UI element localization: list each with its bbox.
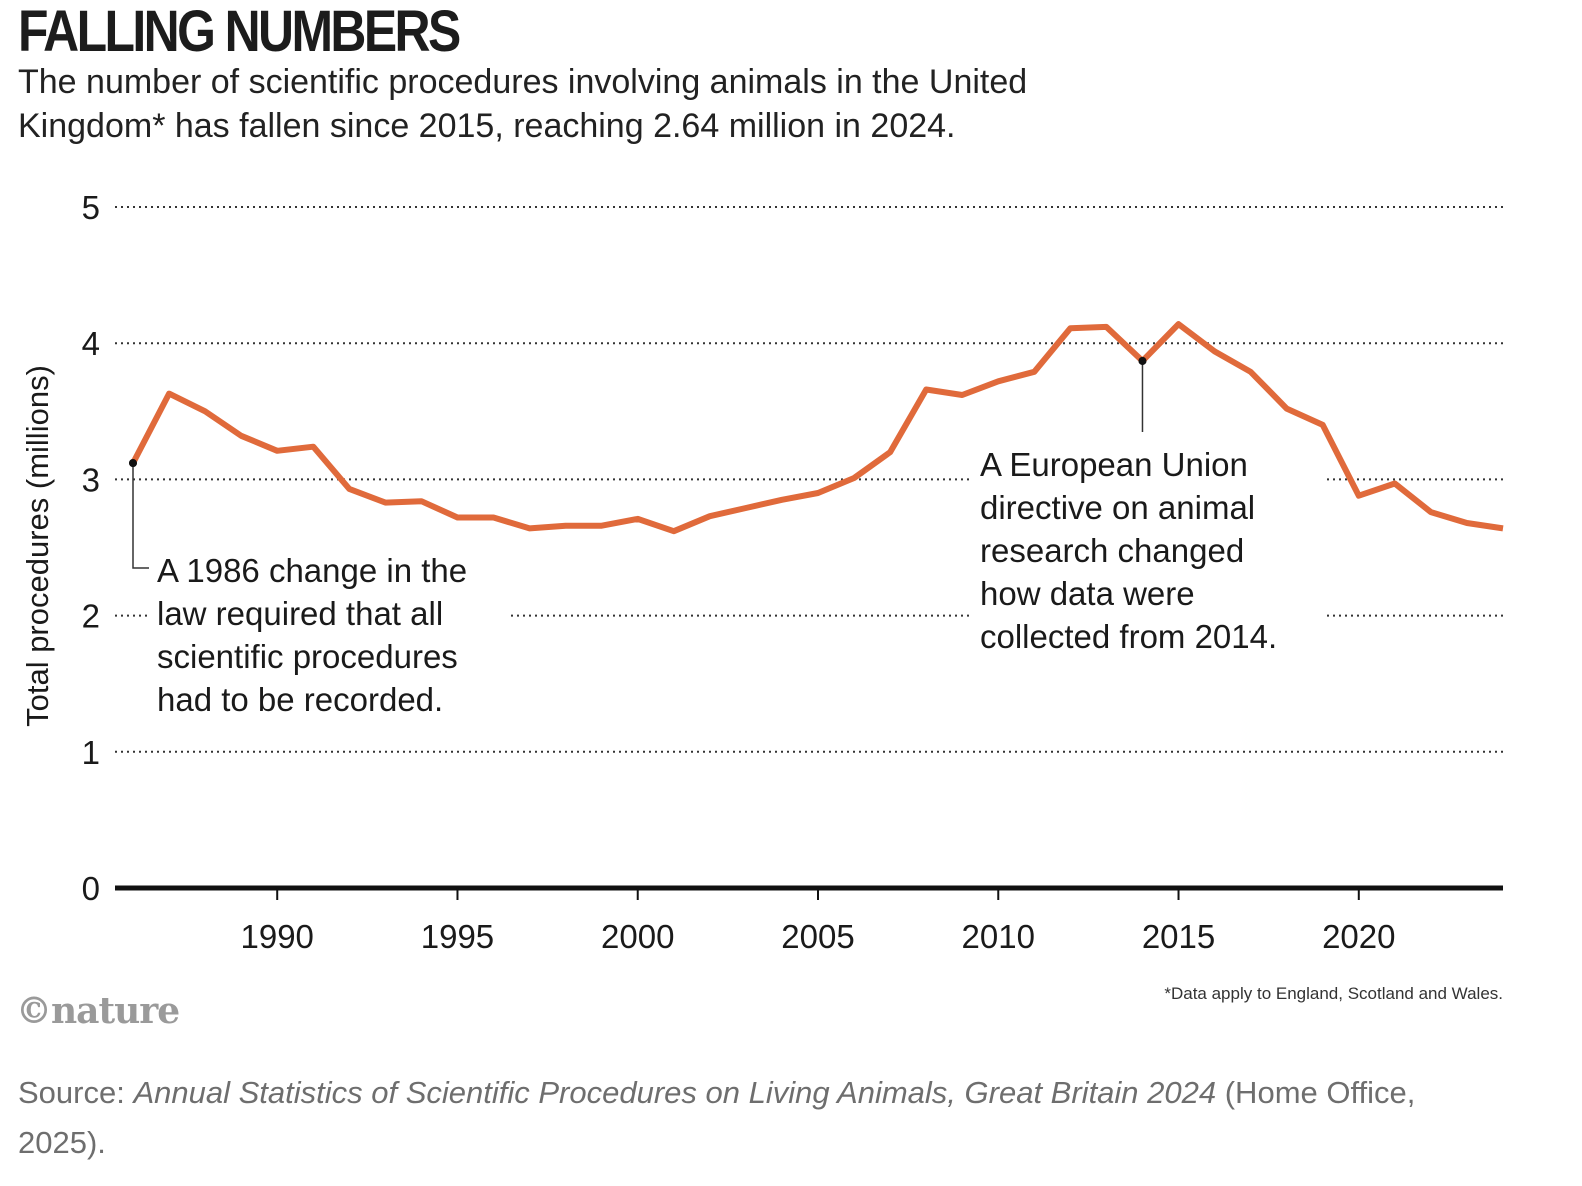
data-point-1991 xyxy=(310,444,316,450)
data-point-2024 xyxy=(1500,525,1506,531)
data-point-2016 xyxy=(1212,348,1218,354)
data-point-2011 xyxy=(1031,369,1037,375)
annotation-anchor-2014 xyxy=(1138,356,1147,365)
y-tick-label: 3 xyxy=(82,461,100,498)
nature-logo: ©nature xyxy=(16,990,180,1032)
data-point-1995 xyxy=(454,515,460,521)
gridlines xyxy=(115,206,1503,891)
data-point-2009 xyxy=(959,392,965,398)
data-point-1998 xyxy=(563,523,569,529)
data-point-1989 xyxy=(238,433,244,439)
source-title: Annual Statistics of Scientific Procedur… xyxy=(133,1075,1217,1110)
data-point-2006 xyxy=(851,475,857,481)
x-tick-label: 2015 xyxy=(1142,918,1215,955)
annotation-1986-text: law required that all xyxy=(157,595,443,632)
x-tick-label: 2010 xyxy=(962,918,1035,955)
annotation-2014-text: directive on animal xyxy=(980,489,1255,526)
data-point-1990 xyxy=(274,448,280,454)
data-point-2002 xyxy=(707,513,713,519)
annotation-leader-1986 xyxy=(132,463,149,569)
data-point-2001 xyxy=(671,528,677,534)
data-point-2021 xyxy=(1392,480,1398,486)
annotation-2014-text: A European Union xyxy=(980,446,1248,483)
x-tick-label: 1995 xyxy=(421,918,494,955)
annotation-2014-text: collected from 2014. xyxy=(980,618,1277,655)
y-tick-label: 2 xyxy=(82,598,100,635)
series-line-total-procedures xyxy=(130,321,1504,535)
data-point-1992 xyxy=(346,486,352,492)
chart-title: FALLING NUMBERS xyxy=(18,0,461,64)
y-axis-label: Total procedures (millions) xyxy=(20,365,55,727)
source-suffix: (Home Office, 2025). xyxy=(18,1075,1416,1160)
annotation-mask xyxy=(150,545,510,720)
data-point-2003 xyxy=(743,505,749,511)
data-point-2018 xyxy=(1284,406,1290,412)
data-point-2005 xyxy=(815,490,821,496)
data-point-1997 xyxy=(527,525,533,531)
data-point-1996 xyxy=(491,515,497,521)
x-tick-label: 2000 xyxy=(601,918,674,955)
data-point-2008 xyxy=(923,387,929,393)
data-point-2012 xyxy=(1067,325,1073,331)
data-point-1999 xyxy=(599,523,605,529)
data-point-2004 xyxy=(779,497,785,503)
data-point-1993 xyxy=(382,500,388,506)
annotation-mask xyxy=(972,440,1327,662)
x-tick-label: 2020 xyxy=(1322,918,1395,955)
data-point-2010 xyxy=(995,378,1001,384)
data-point-2023 xyxy=(1464,520,1470,526)
data-point-1988 xyxy=(202,408,208,414)
source-caption: Source: Annual Statistics of Scientific … xyxy=(18,1068,1498,1168)
data-point-2019 xyxy=(1320,422,1326,428)
annotation-anchor-1986 xyxy=(129,459,137,468)
x-tick-label: 1990 xyxy=(240,918,313,955)
data-point-2015 xyxy=(1176,321,1182,327)
data-series xyxy=(129,321,1506,535)
data-point-2017 xyxy=(1248,369,1254,375)
annotation-2014-text: how data were xyxy=(980,575,1195,612)
annotation-1986-text: A 1986 change in the xyxy=(157,552,467,589)
annotation-2014-text: research changed xyxy=(980,532,1244,569)
source-prefix: Source: xyxy=(18,1075,134,1110)
y-tick-label: 0 xyxy=(82,870,100,907)
data-point-2000 xyxy=(635,516,641,522)
annotations: A 1986 change in the law required that al… xyxy=(129,356,1327,720)
y-axis-ticks: 0 1 2 3 4 5 xyxy=(82,189,100,907)
data-point-2013 xyxy=(1103,324,1109,330)
footnote: *Data apply to England, Scotland and Wal… xyxy=(1164,984,1503,1003)
x-tick-label: 2005 xyxy=(781,918,854,955)
y-tick-label: 1 xyxy=(82,734,100,771)
data-point-1987 xyxy=(166,391,172,397)
chart-subtitle: The number of scientific procedures invo… xyxy=(18,63,1028,145)
data-point-2007 xyxy=(887,449,893,455)
x-axis-ticks: 1990 1995 2000 2005 2010 2015 2020 xyxy=(240,888,1396,955)
annotation-1986-text: had to be recorded. xyxy=(157,681,443,718)
annotation-1986-text: scientific procedures xyxy=(157,638,458,675)
y-tick-label: 5 xyxy=(82,189,100,226)
data-point-2020 xyxy=(1356,493,1362,499)
data-point-2022 xyxy=(1428,509,1434,515)
y-tick-label: 4 xyxy=(82,325,100,362)
data-point-1994 xyxy=(418,498,424,504)
